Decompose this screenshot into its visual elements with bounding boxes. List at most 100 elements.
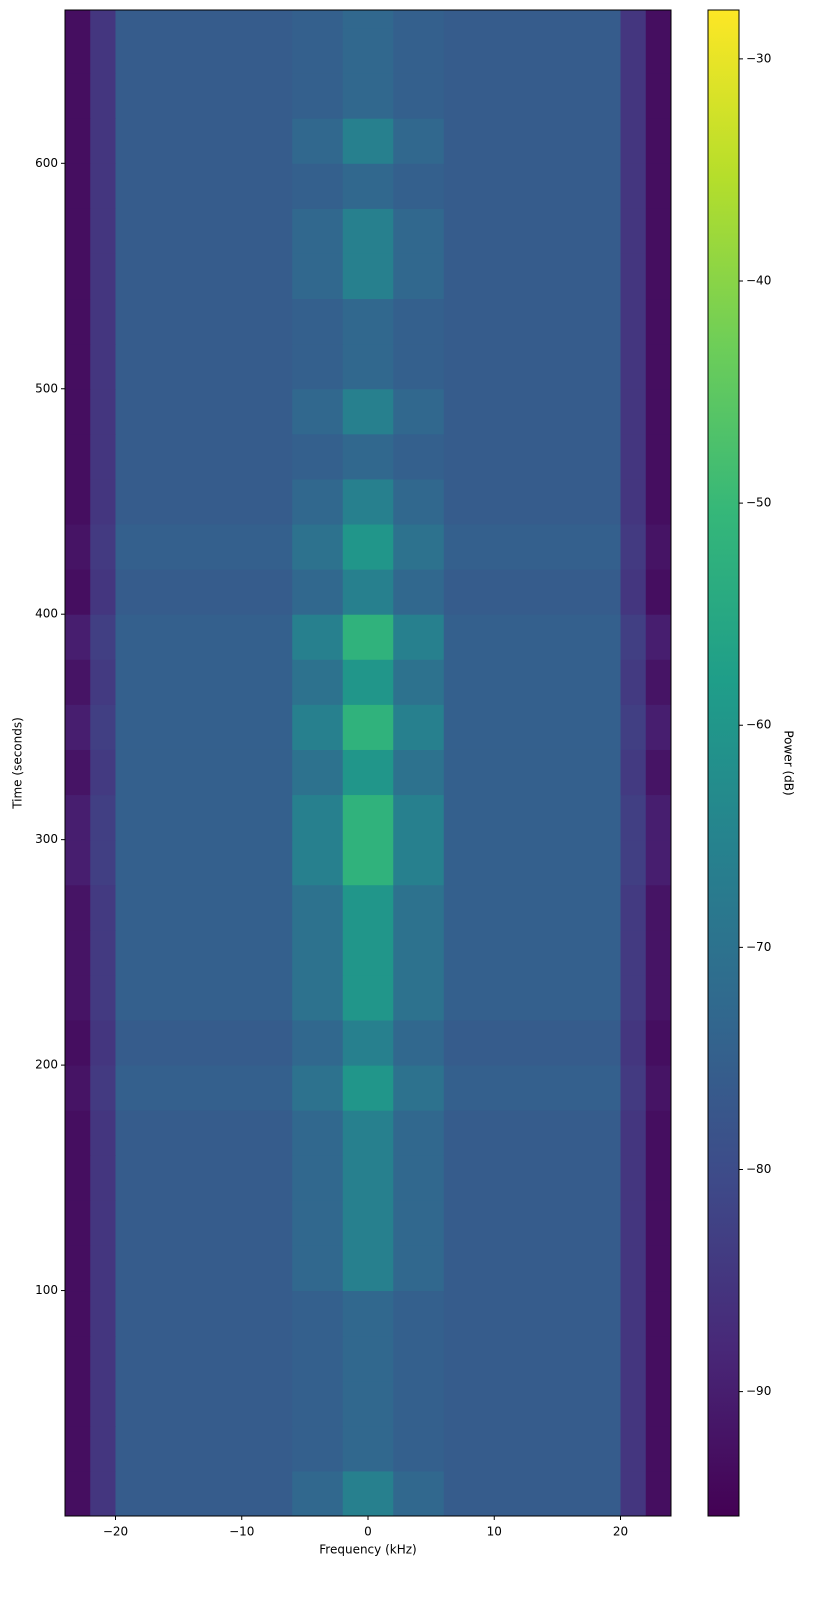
heatmap-cell (620, 749, 647, 796)
heatmap-cell (292, 1470, 344, 1517)
y-tick-label: 200 (35, 1058, 58, 1072)
heatmap-cell (620, 1200, 647, 1246)
heatmap-cell (393, 884, 445, 931)
heatmap-cell (115, 388, 293, 435)
heatmap-cell (292, 1380, 344, 1427)
heatmap-cell (90, 1155, 116, 1201)
heatmap-cell (342, 524, 394, 570)
heatmap-cell (292, 1245, 344, 1292)
heatmap-cell (645, 1155, 672, 1201)
heatmap-cell (443, 1200, 621, 1246)
heatmap-cell (90, 569, 116, 615)
colorbar-label: Power (dB) (782, 730, 796, 795)
heatmap-cell (90, 478, 116, 525)
heatmap-cell (115, 884, 293, 931)
heatmap-cell (645, 478, 672, 525)
heatmap-cell (342, 118, 394, 164)
heatmap-cell (65, 208, 91, 254)
heatmap-cell (620, 884, 647, 931)
heatmap-cell (620, 524, 647, 570)
heatmap-cell (115, 118, 293, 164)
heatmap-cell (443, 569, 621, 615)
heatmap-cell (342, 1110, 394, 1156)
heatmap-cell (90, 253, 116, 300)
heatmap-cell (393, 749, 445, 796)
heatmap-cell (620, 298, 647, 345)
heatmap-cell (90, 1470, 116, 1517)
heatmap-cell (443, 704, 621, 750)
heatmap-cell (292, 1110, 344, 1156)
heatmap-cell (115, 1380, 293, 1427)
heatmap-cell (115, 208, 293, 254)
heatmap-cell (645, 208, 672, 254)
heatmap-cell (443, 1245, 621, 1292)
heatmap-cell (292, 839, 344, 886)
heatmap-cell (90, 929, 116, 976)
heatmap-cell (620, 1155, 647, 1201)
heatmap-cell (90, 163, 116, 209)
heatmap-cell (115, 1290, 293, 1337)
heatmap-cell (620, 10, 647, 29)
heatmap-cell (115, 704, 293, 750)
heatmap-cell (90, 524, 116, 570)
heatmap-cell (342, 343, 394, 390)
heatmap-cell (342, 569, 394, 615)
heatmap-cell (443, 1290, 621, 1337)
heatmap-cell (645, 433, 672, 480)
heatmap-cell (393, 659, 445, 705)
heatmap-cell (292, 659, 344, 705)
heatmap-cell (443, 118, 621, 164)
heatmap-cell (620, 73, 647, 119)
heatmap-cell (393, 1020, 445, 1066)
heatmap-cell (65, 298, 91, 345)
heatmap-cell (393, 478, 445, 525)
heatmap-cell (620, 929, 647, 976)
y-tick-label: 100 (35, 1283, 58, 1297)
heatmap-cell (115, 929, 293, 976)
heatmap-cell (645, 118, 672, 164)
heatmap-cell (292, 388, 344, 435)
heatmap-cell (393, 794, 445, 841)
heatmap-cell (443, 163, 621, 209)
colorbar (707, 9, 740, 1517)
heatmap-cell (645, 749, 672, 796)
heatmap-cell (115, 298, 293, 345)
heatmap-cell (90, 388, 116, 435)
heatmap-cell (115, 974, 293, 1021)
heatmap-cell (292, 1425, 344, 1472)
heatmap-cell (645, 1110, 672, 1156)
heatmap-cell (393, 433, 445, 480)
heatmap-cell (115, 163, 293, 209)
heatmap-cell (342, 10, 394, 29)
heatmap-cell (620, 1245, 647, 1292)
heatmap-cell (645, 163, 672, 209)
colorbar-tick-label: −50 (746, 496, 771, 510)
heatmap-cell (393, 1155, 445, 1201)
heatmap-cell (115, 1065, 293, 1111)
heatmap-cell (645, 73, 672, 119)
heatmap-cell (292, 73, 344, 119)
heatmap-cell (443, 1335, 621, 1382)
heatmap-cell (443, 929, 621, 976)
heatmap-cell (393, 1290, 445, 1337)
heatmap-cell (443, 10, 621, 29)
heatmap-cell (115, 614, 293, 660)
heatmap-cell (620, 1470, 647, 1517)
heatmap-cell (65, 1110, 91, 1156)
heatmap-cell (645, 839, 672, 886)
heatmap-cell (443, 1110, 621, 1156)
heatmap-cell (393, 929, 445, 976)
heatmap-cell (90, 298, 116, 345)
heatmap-cell (65, 524, 91, 570)
heatmap-cell (65, 1425, 91, 1472)
heatmap-cell (393, 614, 445, 660)
heatmap-cell (342, 433, 394, 480)
heatmap-cell (393, 569, 445, 615)
heatmap-cell (620, 659, 647, 705)
heatmap-cell (393, 1245, 445, 1292)
heatmap-cell (443, 884, 621, 931)
heatmap-cell (645, 614, 672, 660)
heatmap-cell (620, 1020, 647, 1066)
heatmap-cell (620, 704, 647, 750)
